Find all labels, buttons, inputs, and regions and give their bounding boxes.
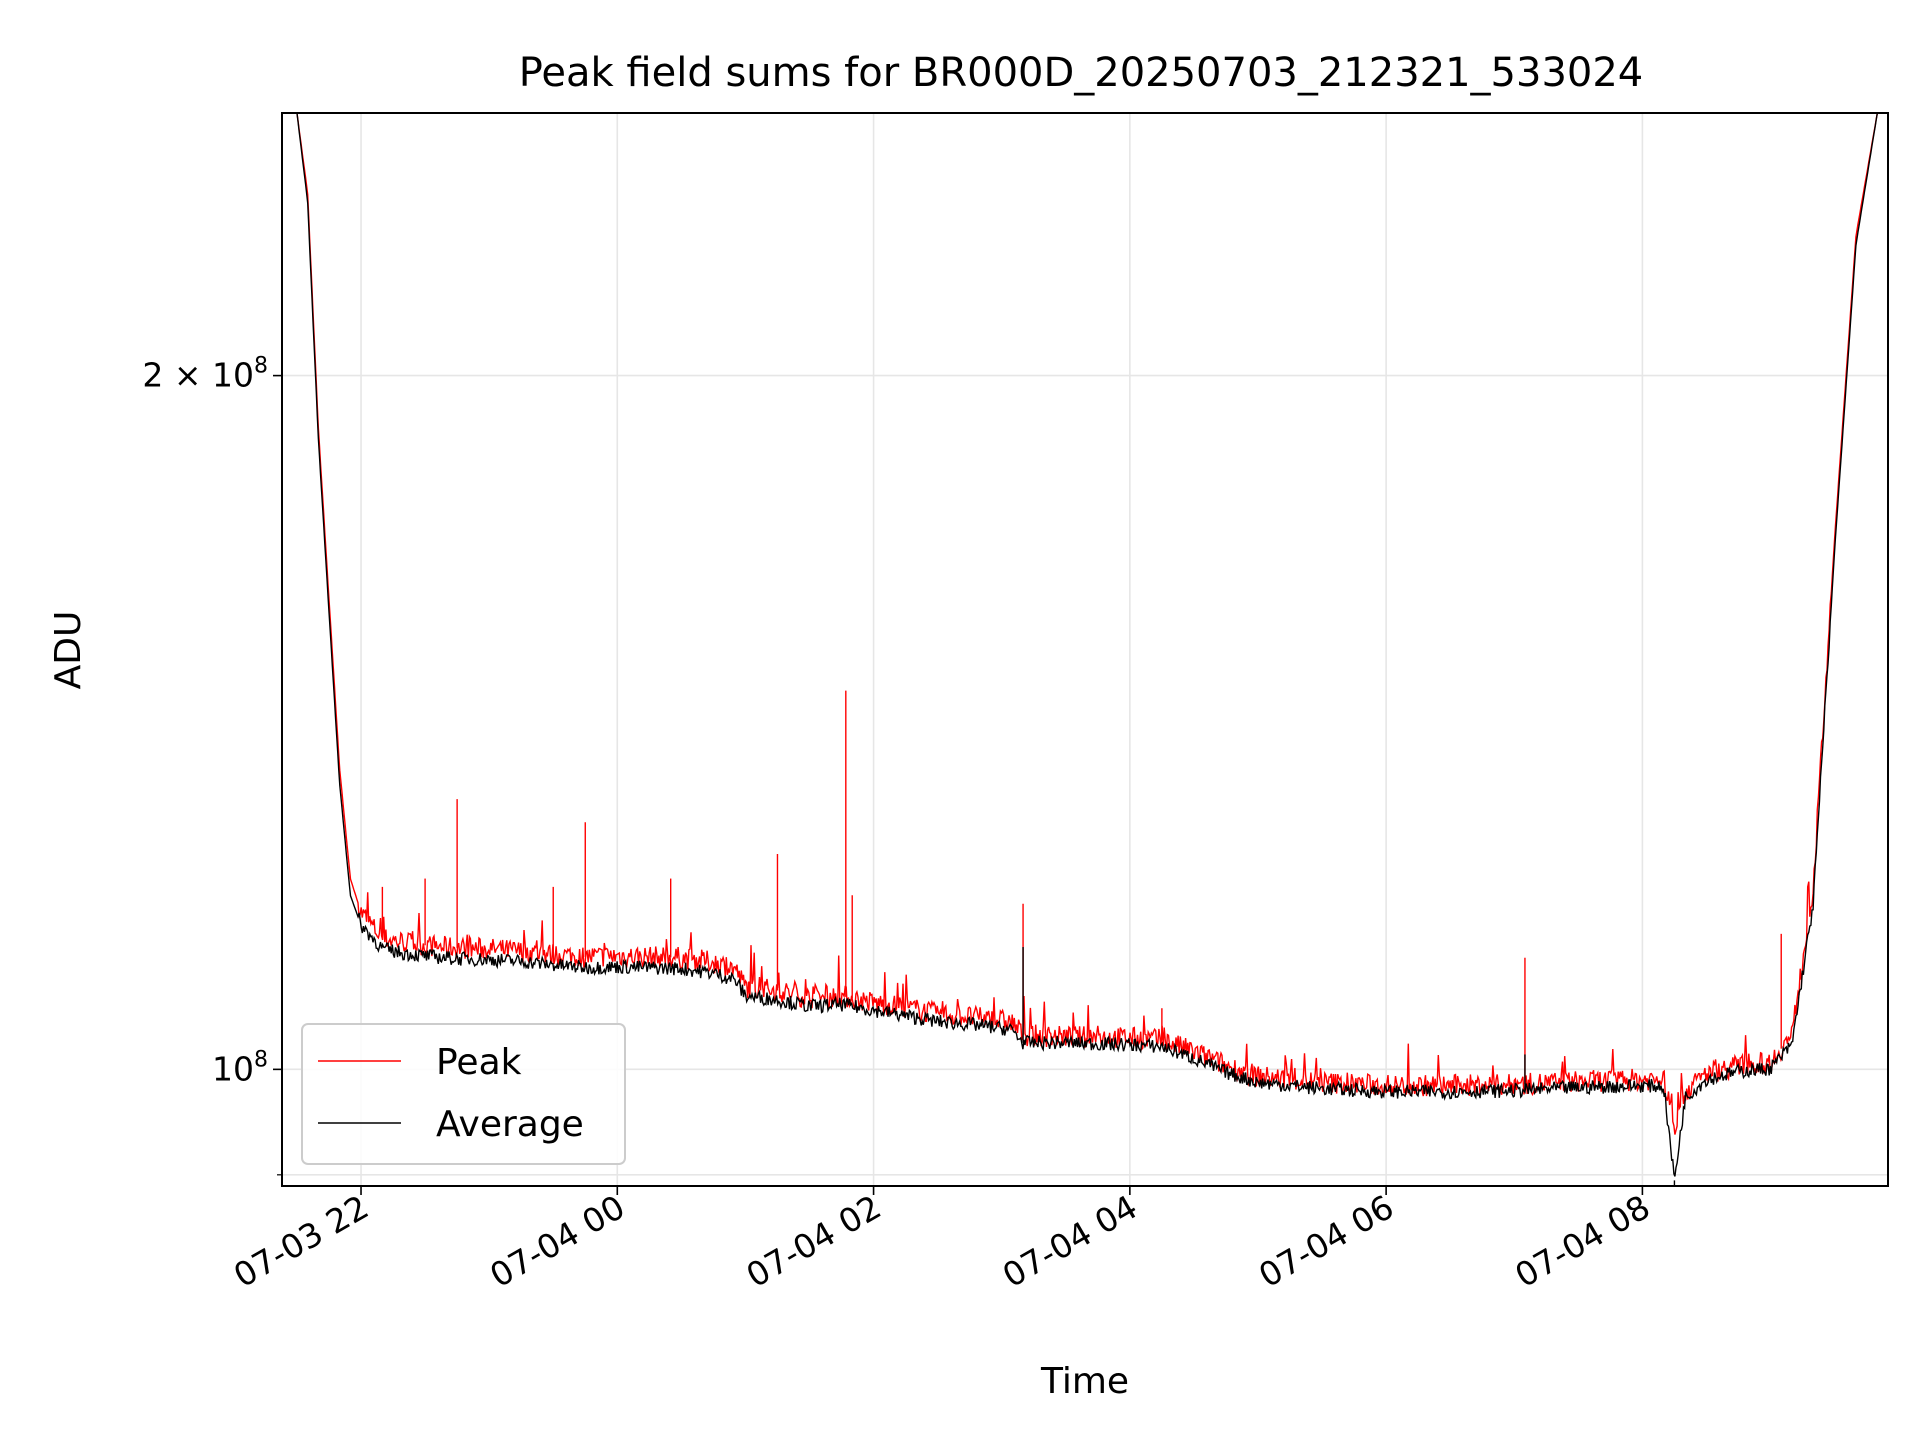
x-axis-label: Time xyxy=(1040,1361,1129,1402)
series-line-peak xyxy=(282,113,1888,1135)
series-peak xyxy=(282,113,1888,1135)
plot-frame xyxy=(281,112,1889,1187)
grid-lines xyxy=(282,113,1888,1186)
y-axis: 108 2 × 108 xyxy=(142,354,282,1176)
y-axis-label: ADU xyxy=(48,611,89,690)
y-tick-label: 108 xyxy=(212,1047,268,1088)
legend-box xyxy=(301,1023,626,1165)
legend-label-average: Average xyxy=(436,1104,584,1145)
series-average xyxy=(282,113,1888,1186)
series-line-average xyxy=(282,113,1888,1177)
legend: Peak Average xyxy=(301,1023,626,1165)
chart-title: Peak field sums for BR000D_20250703_2123… xyxy=(519,50,1644,96)
y-tick-label: 2 × 108 xyxy=(142,354,268,395)
legend-label-peak: Peak xyxy=(436,1042,522,1083)
series-layer xyxy=(282,113,1888,1186)
